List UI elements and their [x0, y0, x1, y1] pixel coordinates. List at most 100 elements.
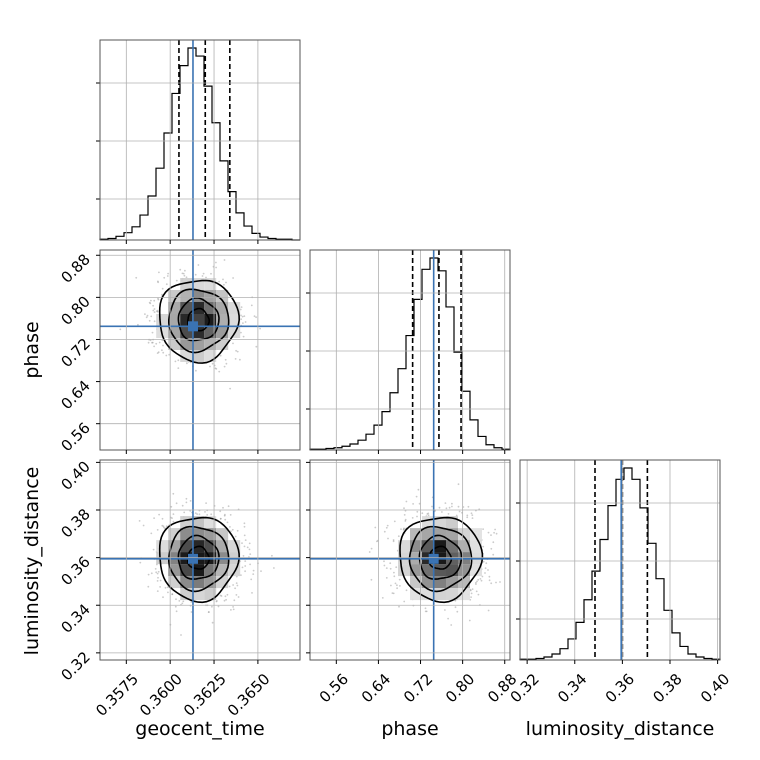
scatter-geocent-time-vs-phase-density-cell — [156, 314, 169, 326]
scatter-geocent-time-vs-luminosity-distance-sample — [190, 601, 193, 603]
scatter-geocent-time-vs-luminosity-distance-sample — [260, 570, 262, 572]
scatter-phase-vs-luminosity-distance-sample — [495, 581, 497, 584]
scatter-geocent-time-vs-luminosity-distance-sample — [159, 586, 162, 588]
hist-phase — [309, 250, 511, 450]
scatter-geocent-time-vs-phase-sample — [253, 315, 256, 318]
scatter-geocent-time-vs-phase-sample — [197, 264, 200, 266]
scatter-phase-vs-luminosity-distance — [310, 460, 510, 660]
scatter-geocent-time-vs-luminosity-distance-sample — [156, 529, 159, 531]
scatter-geocent-time-vs-luminosity-distance-sample — [233, 599, 236, 602]
scatter-phase-vs-luminosity-distance-sample — [385, 526, 388, 529]
scatter-geocent-time-vs-luminosity-distance-sample — [185, 497, 188, 500]
scatter-phase-vs-luminosity-distance-sample — [385, 567, 388, 569]
scatter-geocent-time-vs-phase-sample — [232, 277, 235, 279]
scatter-phase-vs-luminosity-distance-sample — [448, 506, 451, 509]
scatter-geocent-time-vs-luminosity-distance-density-cell — [156, 540, 169, 553]
scatter-phase-vs-luminosity-distance-sample — [492, 553, 495, 556]
scatter-geocent-time-vs-luminosity-distance-sample — [235, 594, 238, 596]
scatter-phase-vs-luminosity-distance-sample — [441, 511, 443, 513]
hist-luminosity-distance-xtick-label-4: 0.40 — [697, 670, 733, 706]
scatter-phase-vs-luminosity-distance-sample — [416, 515, 418, 518]
scatter-geocent-time-vs-luminosity-distance-density-cell — [180, 540, 193, 553]
scatter-phase-vs-luminosity-distance-sample — [447, 617, 449, 620]
scatter-phase-vs-luminosity-distance-density-cell — [458, 528, 470, 541]
scatter-phase-vs-luminosity-distance-sample — [405, 589, 408, 592]
scatter-geocent-time-vs-luminosity-distance-ytick-label-1: 0.34 — [57, 600, 93, 636]
scatter-geocent-time-vs-phase-sample — [183, 274, 186, 277]
scatter-phase-vs-luminosity-distance-sample — [417, 488, 420, 491]
hist-luminosity-distance-xtick-label-2: 0.36 — [602, 670, 638, 706]
scatter-geocent-time-vs-luminosity-distance-sample — [170, 505, 173, 508]
scatter-phase-vs-luminosity-distance-sample — [390, 584, 392, 587]
x-axis-label-luminosity-distance: luminosity_distance — [526, 718, 715, 740]
scatter-geocent-time-vs-luminosity-distance-sample — [232, 584, 235, 586]
scatter-phase-vs-luminosity-distance-sample — [411, 517, 414, 519]
scatter-geocent-time-vs-phase-sample — [153, 308, 156, 310]
scatter-geocent-time-vs-phase-sample — [236, 350, 239, 353]
scatter-phase-vs-luminosity-distance-sample — [482, 528, 484, 530]
scatter-geocent-time-vs-luminosity-distance-sample — [181, 602, 184, 605]
scatter-phase-vs-luminosity-distance-sample — [381, 597, 384, 599]
scatter-geocent-time-vs-luminosity-distance-sample — [244, 539, 247, 541]
scatter-geocent-time-vs-luminosity-distance-density-cell — [228, 564, 241, 577]
scatter-geocent-time-vs-phase-sample — [153, 299, 156, 302]
scatter-geocent-time-vs-phase-sample — [156, 352, 159, 354]
scatter-geocent-time-vs-phase-sample — [153, 320, 156, 323]
scatter-geocent-time-vs-luminosity-distance-sample — [211, 621, 214, 624]
scatter-geocent-time-vs-phase-sample — [242, 322, 244, 324]
scatter-geocent-time-vs-phase-sample — [157, 351, 160, 354]
scatter-geocent-time-vs-phase-sample — [211, 362, 214, 365]
hist-phase-grid — [335, 250, 506, 450]
scatter-geocent-time-vs-luminosity-distance-sample — [182, 600, 185, 603]
scatter-geocent-time-vs-phase-density-cell — [204, 302, 217, 314]
scatter-geocent-time-vs-phase-sample — [151, 341, 153, 344]
scatter-geocent-time-vs-phase-sample — [232, 342, 234, 345]
scatter-geocent-time-vs-luminosity-distance-density-cell — [204, 588, 217, 601]
y-axis-label-phase: phase — [21, 321, 43, 378]
scatter-geocent-time-vs-phase-sample — [157, 280, 159, 283]
scatter-geocent-time-vs-phase-contour-3 — [158, 279, 241, 364]
scatter-geocent-time-vs-phase-sample — [195, 369, 197, 372]
scatter-phase-vs-luminosity-distance-sample — [466, 516, 469, 519]
scatter-phase-vs-luminosity-distance-sample — [471, 517, 474, 519]
scatter-geocent-time-vs-luminosity-distance-ytick-label-3: 0.38 — [57, 505, 93, 541]
scatter-phase-vs-luminosity-distance-sample — [454, 606, 457, 609]
scatter-geocent-time-vs-luminosity-distance-sample — [235, 575, 238, 578]
hist-luminosity-distance — [519, 460, 721, 660]
scatter-geocent-time-vs-phase-sample — [155, 342, 158, 345]
x-axis-label-phase: phase — [381, 718, 438, 740]
scatter-geocent-time-vs-luminosity-distance-sample — [164, 586, 167, 589]
scatter-geocent-time-vs-phase-sample — [229, 387, 232, 390]
scatter-phase-vs-luminosity-distance-sample — [454, 599, 457, 602]
scatter-geocent-time-vs-luminosity-distance-sample — [220, 595, 223, 597]
scatter-geocent-time-vs-phase-sample — [215, 261, 217, 264]
scatter-geocent-time-vs-luminosity-distance-sample — [246, 546, 249, 549]
scatter-geocent-time-vs-luminosity-distance-sample — [158, 513, 161, 516]
scatter-geocent-time-vs-phase-sample — [166, 275, 169, 277]
scatter-geocent-time-vs-phase-density-cell — [228, 302, 241, 314]
scatter-geocent-time-vs-phase-sample — [223, 259, 226, 261]
scatter-phase-vs-luminosity-distance-sample — [471, 588, 474, 590]
scatter-phase-vs-luminosity-distance-sample — [457, 483, 460, 486]
scatter-phase-vs-luminosity-distance-density-cell — [410, 588, 422, 601]
scatter-phase-vs-luminosity-distance-sample — [403, 527, 405, 530]
scatter-geocent-time-vs-phase-sample — [234, 358, 237, 360]
scatter-phase-vs-luminosity-distance-sample — [475, 581, 477, 584]
scatter-phase-vs-luminosity-distance-sample — [447, 513, 450, 515]
scatter-geocent-time-vs-luminosity-distance-frame — [99, 459, 301, 661]
scatter-geocent-time-vs-phase-sample — [225, 281, 227, 284]
scatter-geocent-time-vs-luminosity-distance-sample — [219, 510, 222, 513]
scatter-geocent-time-vs-phase-ytick-label-2: 0.72 — [57, 335, 93, 371]
scatter-geocent-time-vs-phase-sample — [148, 301, 151, 304]
scatter-phase-vs-luminosity-distance-sample — [383, 560, 385, 563]
scatter-geocent-time-vs-luminosity-distance-sample — [210, 513, 213, 516]
scatter-phase-vs-luminosity-distance-sample — [392, 540, 395, 543]
scatter-geocent-time-vs-luminosity-distance-sample — [156, 572, 159, 575]
scatter-geocent-time-vs-phase-sample — [161, 349, 163, 352]
scatter-geocent-time-vs-phase-sample — [201, 275, 204, 277]
scatter-phase-vs-luminosity-distance-sample — [368, 551, 371, 553]
scatter-geocent-time-vs-luminosity-distance-truth-marker — [187, 553, 198, 564]
scatter-geocent-time-vs-luminosity-distance-sample — [205, 502, 208, 504]
scatter-geocent-time-vs-luminosity-distance-sample — [230, 530, 232, 533]
scatter-phase-vs-luminosity-distance-sample — [476, 580, 478, 583]
